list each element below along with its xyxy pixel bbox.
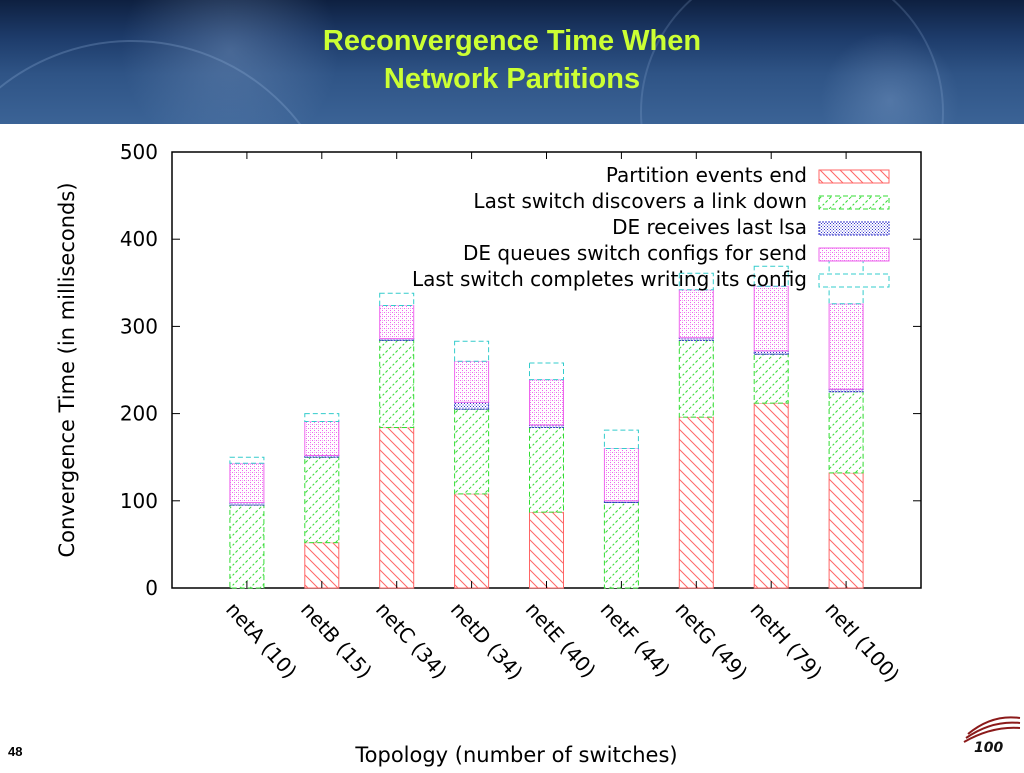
y-tick-label: 300 bbox=[120, 314, 158, 338]
bar-segment-link_down bbox=[753, 353, 789, 404]
legend-swatch-lsa bbox=[818, 221, 890, 236]
bar-segment-config bbox=[229, 456, 265, 464]
bar-segment-config bbox=[304, 413, 340, 422]
slide-title-line1: Reconvergence Time When bbox=[322, 25, 702, 57]
stacked-bar-chart: 0 100 200 300 400 500 Convergence Time (in mil… bbox=[55, 140, 922, 767]
x-tick-label: netF (44) bbox=[596, 597, 675, 681]
bar-segment-config bbox=[603, 429, 639, 449]
legend-label-config: Last switch completes writing its config bbox=[412, 267, 807, 291]
y-tick-label: 400 bbox=[120, 227, 158, 251]
logo-text: 100 bbox=[974, 740, 1003, 756]
x-tick-label: netH (79) bbox=[745, 597, 827, 684]
bar-segment-lsa bbox=[753, 350, 789, 355]
bar-segment-queue bbox=[454, 360, 490, 403]
x-tick-label: netE (40) bbox=[521, 597, 601, 682]
logo-100: 100 bbox=[963, 716, 1021, 756]
bar-segment-link_down bbox=[678, 339, 714, 418]
bar-segment-queue bbox=[379, 304, 415, 340]
slide-banner: Reconvergence Time When Network Partitio… bbox=[0, 0, 1024, 124]
y-tick-label: 200 bbox=[120, 402, 158, 426]
bar-segment-lsa bbox=[454, 401, 490, 410]
bar-segment-queue bbox=[753, 285, 789, 352]
bar-segment-config bbox=[753, 265, 789, 287]
y-axis-label: Convergence Time (in milliseconds) bbox=[55, 182, 79, 557]
bar-segment-link_down bbox=[454, 408, 490, 495]
bar-segment-config bbox=[678, 272, 714, 291]
x-tick-label: netA (10) bbox=[221, 597, 302, 683]
legend-label-queue: DE queues switch configs for send bbox=[463, 241, 807, 265]
bar-segment-queue bbox=[229, 462, 265, 504]
bar-segment-queue bbox=[529, 379, 564, 426]
bar-segment-partition bbox=[454, 493, 490, 589]
bar-segment-queue bbox=[828, 303, 864, 390]
y-tick-label: 500 bbox=[120, 140, 158, 164]
y-tick-label: 0 bbox=[145, 576, 158, 600]
legend-swatch-partition bbox=[818, 169, 890, 184]
bar-segment-link_down bbox=[603, 502, 639, 589]
bar-segment-link_down bbox=[529, 427, 564, 513]
bar-segment-config bbox=[379, 292, 415, 306]
bar-segment-partition bbox=[678, 416, 714, 589]
slide-number: 48 bbox=[8, 744, 23, 759]
bar-segment-partition bbox=[379, 427, 415, 589]
legend-swatch-config bbox=[818, 273, 890, 288]
bar-segment-config bbox=[529, 362, 564, 381]
slide-title: Reconvergence Time When Network Partitio… bbox=[0, 22, 1024, 98]
legend-label-partition: Partition events end bbox=[606, 163, 807, 187]
bar-segment-queue bbox=[304, 420, 340, 456]
bar-segment-config bbox=[454, 340, 490, 362]
bar-segment-partition bbox=[529, 511, 564, 589]
x-tick-label: netB (15) bbox=[296, 597, 377, 683]
legend-label-lsa: DE receives last lsa bbox=[612, 215, 807, 239]
y-tick-label: 100 bbox=[120, 489, 158, 513]
bar-segment-link_down bbox=[828, 391, 864, 474]
bar-segment-queue bbox=[678, 289, 714, 339]
chart-area: 0 100 200 300 400 500 Convergence Time (in mil… bbox=[44, 124, 966, 768]
legend-swatch-queue bbox=[818, 247, 890, 262]
x-tick-label: netG (49) bbox=[671, 597, 753, 684]
bar-segment-link_down bbox=[304, 456, 340, 544]
bar-segment-partition bbox=[753, 402, 789, 589]
legend-swatch-link_down bbox=[818, 195, 890, 210]
bar-segment-link_down bbox=[379, 339, 415, 429]
x-tick-label: netI (100) bbox=[820, 597, 904, 687]
bar-segment-queue bbox=[603, 447, 639, 502]
slide-title-line2: Network Partitions bbox=[383, 63, 641, 95]
x-tick-label: netC (34) bbox=[371, 597, 452, 683]
x-axis-label: Topology (number of switches) bbox=[354, 743, 677, 767]
legend-label-link_down: Last switch discovers a link down bbox=[473, 189, 807, 213]
x-tick-label: netD (34) bbox=[446, 597, 528, 684]
bar-segment-partition bbox=[828, 472, 864, 589]
bar-segment-link_down bbox=[229, 504, 265, 589]
